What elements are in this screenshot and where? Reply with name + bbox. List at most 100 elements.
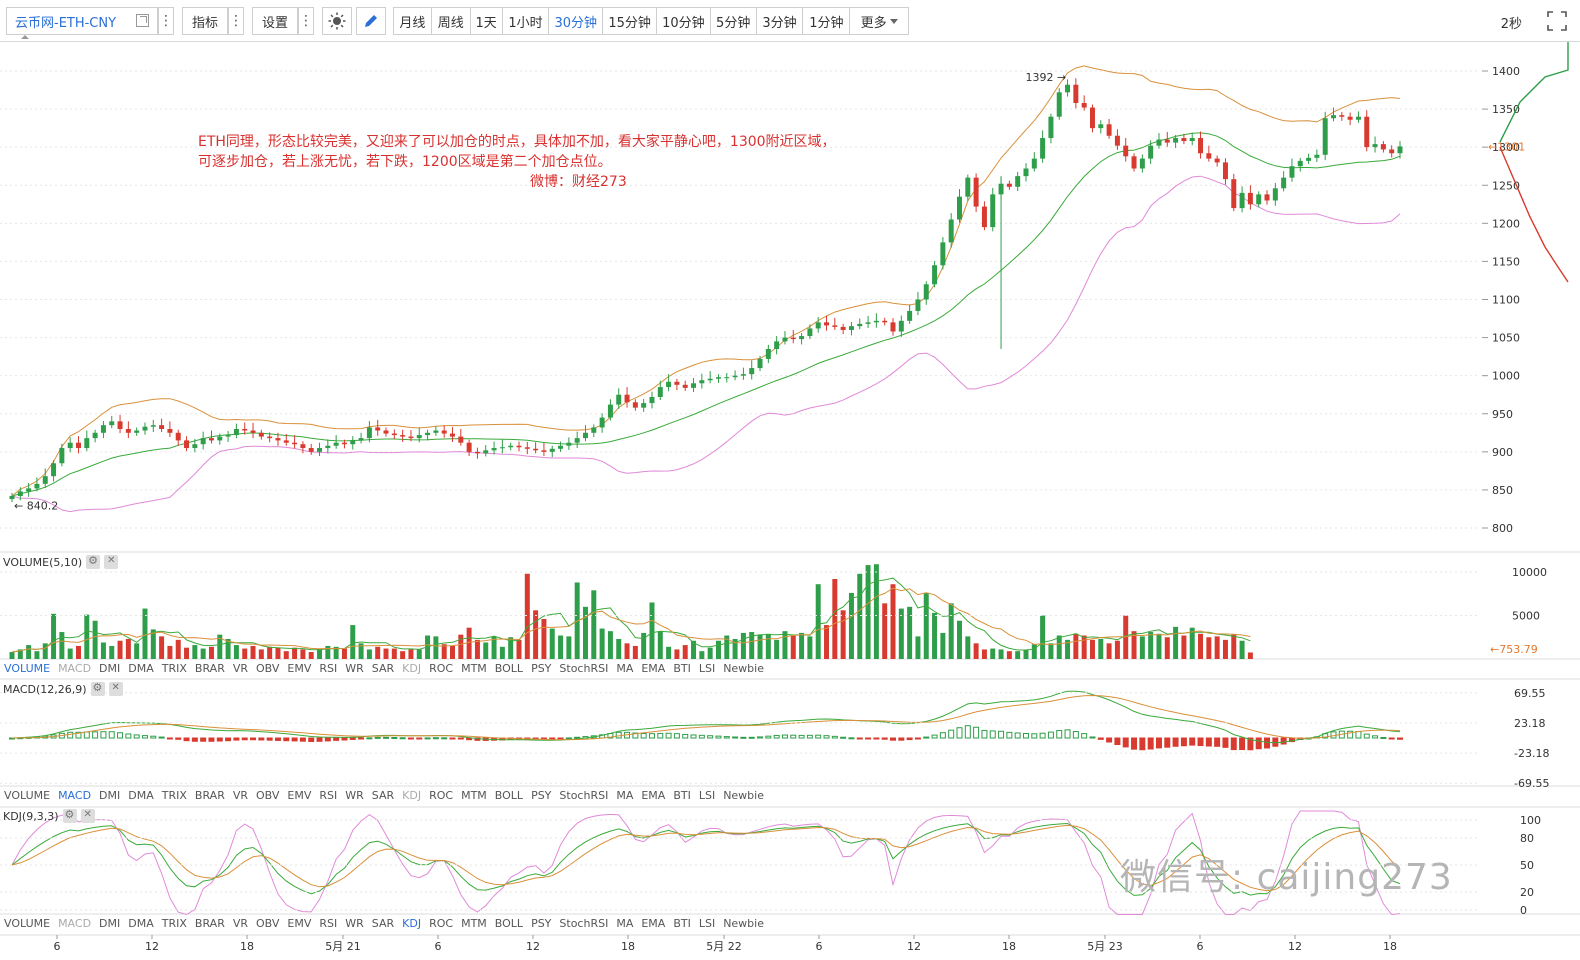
indicator-tab-bti[interactable]: BTI bbox=[673, 662, 691, 675]
indicator-tab-lsi[interactable]: LSI bbox=[698, 662, 716, 675]
indicators-button[interactable]: 指标 bbox=[182, 7, 228, 35]
indicator-tab-ma[interactable]: MA bbox=[616, 917, 634, 930]
indicator-tab-trix[interactable]: TRIX bbox=[161, 789, 187, 802]
indicator-tab-wr[interactable]: WR bbox=[345, 662, 364, 675]
indicator-tab-vr[interactable]: VR bbox=[232, 662, 249, 675]
indicator-tab-stochrsi[interactable]: StochRSI bbox=[559, 789, 609, 802]
indicator-tab-sar[interactable]: SAR bbox=[371, 662, 395, 675]
indicator-tab-boll[interactable]: BOLL bbox=[494, 662, 524, 675]
settings-button[interactable]: 设置 bbox=[252, 7, 298, 35]
indicator-tab-wr[interactable]: WR bbox=[345, 789, 364, 802]
indicator-tab-sar[interactable]: SAR bbox=[371, 789, 395, 802]
indicator-tab-volume[interactable]: VOLUME bbox=[4, 917, 51, 930]
symbol-selector[interactable]: 云币网-ETH-CNY bbox=[6, 7, 158, 39]
period-1h[interactable]: 1小时 bbox=[503, 8, 550, 34]
indicator-tab-brar[interactable]: BRAR bbox=[194, 789, 225, 802]
indicator-tab-dmi[interactable]: DMI bbox=[99, 789, 121, 802]
period-3m[interactable]: 3分钟 bbox=[757, 8, 804, 34]
kline-chart[interactable]: 1400135013001250120011501100105010009509… bbox=[0, 42, 1580, 960]
more-dots-icon[interactable]: ⋮ bbox=[228, 7, 244, 35]
more-dots-icon[interactable]: ⋮ bbox=[158, 7, 174, 35]
indicator-tab-emv[interactable]: EMV bbox=[287, 662, 312, 675]
indicator-tab-mtm[interactable]: MTM bbox=[461, 917, 487, 930]
indicator-tab-bti[interactable]: BTI bbox=[673, 917, 691, 930]
period-15m[interactable]: 15分钟 bbox=[603, 8, 657, 34]
period-1d[interactable]: 1天 bbox=[471, 8, 503, 34]
indicator-tab-kdj[interactable]: KDJ bbox=[402, 662, 422, 675]
indicator-tab-ema[interactable]: EMA bbox=[641, 789, 666, 802]
period-10m[interactable]: 10分钟 bbox=[657, 8, 711, 34]
indicator-tab-obv[interactable]: OBV bbox=[256, 662, 280, 675]
close-icon[interactable] bbox=[108, 682, 123, 696]
indicator-tab-vr[interactable]: VR bbox=[232, 917, 249, 930]
indicator-tab-rsi[interactable]: RSI bbox=[319, 789, 338, 802]
volume-bar bbox=[325, 645, 331, 659]
candle bbox=[765, 344, 771, 364]
gear-icon[interactable] bbox=[90, 681, 105, 696]
more-dots-icon[interactable]: ⋮ bbox=[298, 7, 314, 35]
indicator-tab-dmi[interactable]: DMI bbox=[99, 917, 121, 930]
indicator-tab-lsi[interactable]: LSI bbox=[698, 789, 716, 802]
indicator-tab-boll[interactable]: BOLL bbox=[494, 917, 524, 930]
gear-icon[interactable] bbox=[86, 554, 101, 569]
gear-icon[interactable] bbox=[62, 808, 77, 823]
indicator-tab-macd[interactable]: MACD bbox=[58, 662, 92, 675]
period-30m[interactable]: 30分钟 bbox=[549, 8, 604, 34]
indicator-tab-roc[interactable]: ROC bbox=[429, 662, 454, 675]
period-5m[interactable]: 5分钟 bbox=[711, 8, 757, 34]
indicator-tab-stochrsi[interactable]: StochRSI bbox=[559, 662, 609, 675]
indicator-tab-roc[interactable]: ROC bbox=[429, 789, 454, 802]
indicator-tab-obv[interactable]: OBV bbox=[256, 917, 280, 930]
indicator-tab-ema[interactable]: EMA bbox=[641, 917, 666, 930]
external-link-icon[interactable] bbox=[136, 14, 149, 27]
indicator-tab-psy[interactable]: PSY bbox=[531, 662, 552, 675]
indicator-tab-dma[interactable]: DMA bbox=[128, 917, 154, 930]
indicator-tab-boll[interactable]: BOLL bbox=[494, 789, 524, 802]
indicator-tab-emv[interactable]: EMV bbox=[287, 917, 312, 930]
theme-toggle-button[interactable] bbox=[322, 7, 352, 35]
indicator-tab-volume[interactable]: VOLUME bbox=[4, 789, 51, 802]
close-icon[interactable] bbox=[104, 555, 119, 569]
indicator-tab-ma[interactable]: MA bbox=[616, 662, 634, 675]
indicator-tab-dma[interactable]: DMA bbox=[128, 789, 154, 802]
indicator-tab-lsi[interactable]: LSI bbox=[698, 917, 716, 930]
indicator-tab-dmi[interactable]: DMI bbox=[99, 662, 121, 675]
indicator-tab-ema[interactable]: EMA bbox=[641, 662, 666, 675]
indicator-tab-rsi[interactable]: RSI bbox=[319, 917, 338, 930]
period-month[interactable]: 月线 bbox=[394, 8, 432, 34]
indicator-tab-macd[interactable]: MACD bbox=[58, 789, 92, 802]
indicator-tab-sar[interactable]: SAR bbox=[371, 917, 395, 930]
indicator-tab-rsi[interactable]: RSI bbox=[319, 662, 338, 675]
indicator-tab-brar[interactable]: BRAR bbox=[194, 917, 225, 930]
indicator-tab-trix[interactable]: TRIX bbox=[161, 662, 187, 675]
indicator-tab-newbie[interactable]: Newbie bbox=[723, 662, 764, 675]
indicator-tab-obv[interactable]: OBV bbox=[256, 789, 280, 802]
indicator-tab-newbie[interactable]: Newbie bbox=[723, 789, 764, 802]
indicator-tab-kdj[interactable]: KDJ bbox=[402, 789, 422, 802]
period-week[interactable]: 周线 bbox=[432, 8, 471, 34]
indicator-tab-brar[interactable]: BRAR bbox=[194, 662, 225, 675]
indicator-tab-stochrsi[interactable]: StochRSI bbox=[559, 917, 609, 930]
indicator-tab-dma[interactable]: DMA bbox=[128, 662, 154, 675]
refresh-interval[interactable]: 2秒 bbox=[1500, 17, 1522, 32]
indicator-tab-ma[interactable]: MA bbox=[616, 789, 634, 802]
indicator-tab-volume[interactable]: VOLUME bbox=[4, 662, 51, 675]
indicator-tab-psy[interactable]: PSY bbox=[531, 917, 552, 930]
indicator-tab-bti[interactable]: BTI bbox=[673, 789, 691, 802]
fullscreen-icon[interactable] bbox=[1546, 10, 1568, 32]
indicator-tab-wr[interactable]: WR bbox=[345, 917, 364, 930]
indicator-tab-macd[interactable]: MACD bbox=[58, 917, 92, 930]
indicator-tab-trix[interactable]: TRIX bbox=[161, 917, 187, 930]
indicator-tab-emv[interactable]: EMV bbox=[287, 789, 312, 802]
indicator-tab-psy[interactable]: PSY bbox=[531, 789, 552, 802]
indicator-tab-vr[interactable]: VR bbox=[232, 789, 249, 802]
close-icon[interactable] bbox=[80, 809, 95, 823]
indicator-tab-kdj[interactable]: KDJ bbox=[402, 917, 422, 930]
indicator-tab-newbie[interactable]: Newbie bbox=[723, 917, 764, 930]
period-1m[interactable]: 1分钟 bbox=[803, 8, 851, 34]
draw-tool-button[interactable] bbox=[356, 7, 386, 35]
indicator-tab-mtm[interactable]: MTM bbox=[461, 662, 487, 675]
period-more[interactable]: 更多 bbox=[850, 8, 908, 34]
indicator-tab-mtm[interactable]: MTM bbox=[461, 789, 487, 802]
indicator-tab-roc[interactable]: ROC bbox=[429, 917, 454, 930]
